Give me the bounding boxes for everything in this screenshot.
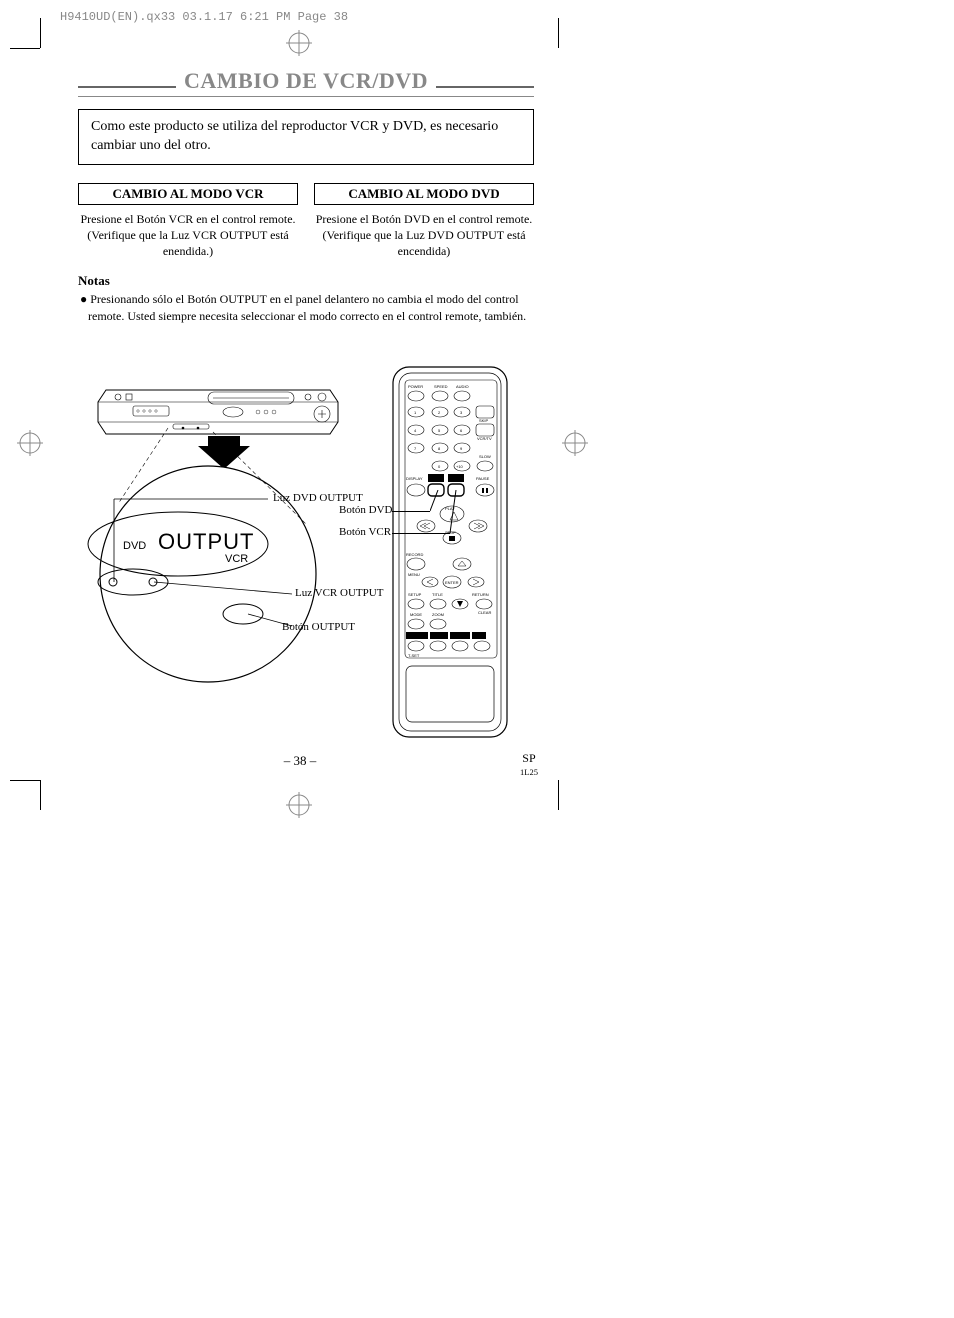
- dvd-mode-body: Presione el Botón DVD en el control remo…: [314, 211, 534, 260]
- text: Presione el Botón DVD en el control remo…: [316, 212, 533, 226]
- intro-box: Como este producto se utiliza del reprod…: [78, 109, 534, 165]
- svg-text:VCR: VCR: [451, 476, 460, 481]
- callout-boton-vcr: Botón VCR: [339, 526, 391, 538]
- svg-text:SPEED: SPEED: [434, 384, 448, 389]
- two-column-section: CAMBIO AL MODO VCR Presione el Botón VCR…: [78, 183, 534, 260]
- crop-mark: [40, 780, 41, 810]
- text: Presione el Botón VCR en el control remo…: [80, 212, 295, 226]
- figures-area: DVD OUTPUT VCR Luz DVD OUTPUT Luz VCR OU…: [78, 364, 534, 784]
- callout-boton-dvd: Botón DVD: [339, 504, 392, 516]
- svg-text:RETURN: RETURN: [472, 592, 489, 597]
- vcr-mode-body: Presione el Botón VCR en el control remo…: [78, 211, 298, 260]
- registration-mark: [562, 430, 588, 456]
- sp-label: SP: [522, 751, 535, 765]
- dvd-label: DVD: [123, 540, 146, 552]
- svg-text:MODE: MODE: [410, 612, 422, 617]
- svg-text:T-SET: T-SET: [408, 653, 420, 658]
- title-rule: [436, 86, 534, 88]
- svg-text:VCR/TV: VCR/TV: [477, 436, 492, 441]
- svg-text:PAUSE: PAUSE: [476, 476, 490, 481]
- svg-text:+10: +10: [456, 464, 464, 469]
- remote-illustration: POWER SPEED AUDIO 1 2 3 4 5 6 7 8 9 0 +1…: [390, 364, 510, 744]
- device-illustration: DVD OUTPUT VCR: [78, 364, 398, 684]
- svg-text:REPEAT: REPEAT: [452, 633, 468, 638]
- svg-text:A-B: A-B: [475, 633, 482, 638]
- callout-boton-output: Botón OUTPUT: [282, 621, 355, 633]
- sp-mark: SP 1L25: [520, 752, 538, 777]
- svg-text:RECORD: RECORD: [406, 552, 423, 557]
- vcr-mode-column: CAMBIO AL MODO VCR Presione el Botón VCR…: [78, 183, 298, 260]
- svg-text:SKIP: SKIP: [479, 418, 488, 423]
- page-title: CAMBIO DE VCR/DVD: [184, 68, 428, 94]
- text: (Verifique que la Luz DVD OUTPUT está en…: [322, 228, 525, 258]
- notes-body: ● Presionando sólo el Botón OUTPUT en el…: [78, 291, 534, 323]
- page-body: CAMBIO DE VCR/DVD Como este producto se …: [78, 68, 534, 784]
- callout-line: [392, 511, 430, 512]
- svg-text:ENTER: ENTER: [445, 580, 459, 585]
- dvd-mode-head: CAMBIO AL MODO DVD: [314, 183, 534, 205]
- svg-text:ANGLE: ANGLE: [432, 633, 446, 638]
- dvd-mode-column: CAMBIO AL MODO DVD Presione el Botón DVD…: [314, 183, 534, 260]
- svg-text:TITLE: TITLE: [432, 592, 443, 597]
- crop-mark: [10, 48, 40, 49]
- print-header-meta: H9410UD(EN).qx33 03.1.17 6:21 PM Page 38: [60, 10, 348, 24]
- sp-code: 1L25: [520, 767, 538, 777]
- output-label: OUTPUT: [158, 529, 254, 554]
- title-row: CAMBIO DE VCR/DVD: [78, 68, 534, 94]
- title-underline: [78, 96, 534, 97]
- crop-mark: [558, 18, 559, 48]
- page-number: – 38 –: [284, 753, 317, 769]
- svg-text:AUDIO: AUDIO: [456, 384, 469, 389]
- svg-text:MENU: MENU: [408, 572, 420, 577]
- text: (Verifique que la Luz VCR OUTPUT está en…: [87, 228, 289, 258]
- crop-mark: [10, 780, 40, 781]
- svg-text:SLOW: SLOW: [479, 454, 491, 459]
- crop-mark: [40, 18, 41, 48]
- callout-luz-vcr: Luz VCR OUTPUT: [295, 587, 383, 599]
- svg-text:SETUP: SETUP: [408, 592, 422, 597]
- vcr-mode-head: CAMBIO AL MODO VCR: [78, 183, 298, 205]
- crop-mark: [558, 780, 559, 810]
- svg-text:CLEAR: CLEAR: [478, 610, 491, 615]
- registration-mark: [286, 792, 312, 818]
- svg-text:ZOOM: ZOOM: [432, 612, 444, 617]
- svg-text:DISPLAY: DISPLAY: [406, 476, 423, 481]
- notes-head: Notas: [78, 273, 534, 289]
- vcr-label: VCR: [225, 553, 248, 565]
- callout-diagonal: [430, 490, 460, 535]
- registration-mark: [286, 30, 312, 56]
- svg-text:DVD: DVD: [431, 476, 440, 481]
- registration-mark: [17, 430, 43, 456]
- callout-luz-dvd: Luz DVD OUTPUT: [273, 492, 363, 504]
- svg-text:POWER: POWER: [408, 384, 423, 389]
- svg-text:SUBTITLE: SUBTITLE: [407, 633, 426, 638]
- title-rule: [78, 86, 176, 88]
